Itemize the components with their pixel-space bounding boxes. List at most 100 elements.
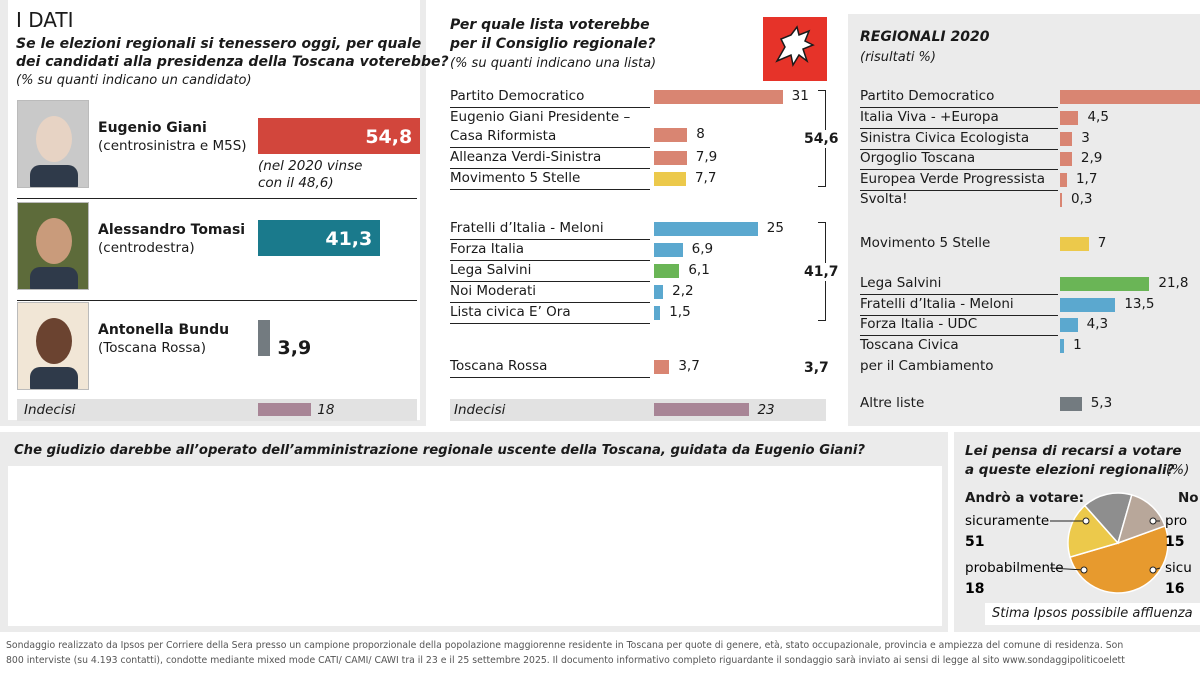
turnout-note: Stima Ipsos possibile affluenza: [992, 606, 1193, 621]
list-underline: [450, 281, 650, 282]
section-title: I DATI: [16, 8, 74, 32]
undecided-value: 18: [317, 402, 335, 418]
result-label: Orgoglio Toscana: [860, 150, 976, 166]
candidate-coalition: (centrodestra): [98, 240, 195, 256]
pie-leader-line: [1049, 567, 1085, 571]
list-value: 3,7: [678, 358, 700, 374]
list-value: 6,9: [691, 241, 714, 257]
result-value: 13,5: [1124, 296, 1155, 312]
list-underline: [450, 189, 650, 190]
results-2020-panel-bg: [848, 14, 1200, 426]
pie-leader-dot: [1080, 566, 1088, 574]
result-label: Forza Italia - UDC: [860, 316, 978, 332]
candidate-value-label: 41,3: [325, 228, 373, 250]
pie-slice: [1067, 504, 1120, 559]
list-value: 25: [766, 220, 784, 236]
candidate-name: Alessandro Tomasi: [98, 222, 246, 238]
undecided-label: Indecisi: [24, 402, 76, 418]
undecided-bar: [258, 403, 312, 416]
candidates-question-line-1: Se le elezioni regionali si tenessero og…: [16, 36, 422, 52]
candidates-question-line-2: dei candidati alla presidenza della Tosc…: [16, 54, 449, 70]
list-underline: [450, 260, 650, 261]
result-label: Europea Verde Progressista: [860, 171, 1045, 187]
pie-slice-label: pro: [1165, 513, 1187, 529]
candidate-photo: [17, 202, 89, 290]
pie-leader-dot: [1082, 517, 1090, 525]
result-value: 4,3: [1086, 316, 1109, 332]
list-label: Casa Riformista: [450, 128, 557, 144]
result-value: 2,9: [1080, 150, 1103, 166]
result-value: 4,5: [1087, 109, 1109, 125]
result-underline: [860, 294, 1058, 295]
candidate-note: (nel 2020 vinse: [258, 158, 363, 174]
list-value: 8: [696, 126, 705, 142]
result-label: Partito Democratico: [860, 88, 995, 104]
lists-undecided-label: Indecisi: [454, 402, 506, 418]
result-bar: [1060, 397, 1082, 411]
candidates-subtitle: (% su quanti indicano un candidato): [16, 73, 252, 88]
candidate-photo: [17, 100, 89, 188]
result-bar: [1060, 277, 1150, 291]
turnout-question-line-2: a queste elezioni regionali?: [965, 462, 1175, 478]
list-bar: [654, 128, 688, 142]
result-underline: [860, 335, 1058, 336]
result-label: Italia Viva - +Europa: [860, 109, 999, 125]
result-value: 21,8: [1158, 275, 1189, 291]
list-value: 1,5: [669, 304, 691, 320]
result-underline: [860, 315, 1058, 316]
list-value: 2,2: [672, 283, 694, 299]
result-label: Altre liste: [860, 395, 925, 411]
result-underline: [860, 169, 1058, 170]
turnout-unit: (%): [1166, 462, 1190, 478]
lists-subtitle: (% su quanti indicano una lista): [450, 56, 657, 71]
result-label: per il Cambiamento: [860, 358, 994, 374]
pie-leader-dot: [1149, 517, 1157, 525]
result-bar: [1060, 237, 1089, 251]
pie-slice-label: sicuramente: [965, 513, 1049, 529]
list-underline: [450, 239, 650, 240]
result-label: Movimento 5 Stelle: [860, 235, 991, 251]
candidate-bar: [258, 220, 381, 256]
candidate-divider: [17, 300, 417, 301]
pie-slice: [1083, 492, 1133, 545]
list-underline: [450, 147, 650, 148]
list-bar: [654, 243, 683, 257]
result-underline: [860, 190, 1058, 191]
list-label: Eugenio Giani Presidente –: [450, 109, 631, 125]
list-bar: [654, 306, 661, 320]
list-label: Lista civica E’ Ora: [450, 304, 571, 320]
will-not-vote-label: No: [1178, 490, 1199, 506]
result-bar: [1060, 193, 1062, 207]
result-value: 5,3: [1090, 395, 1113, 411]
list-underline: [450, 168, 650, 169]
list-underline: [450, 323, 650, 324]
result-bar: [1060, 298, 1116, 312]
pie-slice: [1116, 494, 1166, 545]
list-bar: [654, 264, 680, 278]
pie-slice-value: 15: [1165, 534, 1184, 550]
result-underline: [860, 107, 1058, 108]
list-bar: [654, 285, 664, 299]
result-value: 7: [1097, 235, 1107, 251]
result-bar: [1060, 90, 1200, 104]
result-bar: [1060, 339, 1065, 353]
pie-slice-value: 16: [1165, 581, 1184, 597]
candidate-bar: [258, 118, 421, 154]
list-label: Movimento 5 Stelle: [450, 170, 581, 186]
result-bar: [1060, 318, 1078, 332]
result-label: Fratelli d’Italia - Meloni: [860, 296, 1014, 312]
list-underline: [450, 302, 650, 303]
footer-line-1: Sondaggio realizzato da Ipsos per Corrie…: [6, 640, 1124, 651]
lists-question-line-2: per il Consiglio regionale?: [450, 36, 656, 52]
list-underline: [450, 107, 650, 108]
group-total: 3,7: [804, 358, 829, 377]
result-value: 3: [1081, 130, 1090, 146]
candidate-divider: [17, 198, 417, 199]
pie-slice-value: 18: [965, 581, 984, 597]
candidate-name: Antonella Bundu: [98, 322, 230, 338]
list-value: 7,7: [694, 170, 717, 186]
undecided-row-bg: [17, 399, 417, 421]
list-label: Fratelli d’Italia - Meloni: [450, 220, 604, 236]
candidate-photo: [17, 302, 89, 390]
result-value: 0,3: [1071, 191, 1093, 207]
